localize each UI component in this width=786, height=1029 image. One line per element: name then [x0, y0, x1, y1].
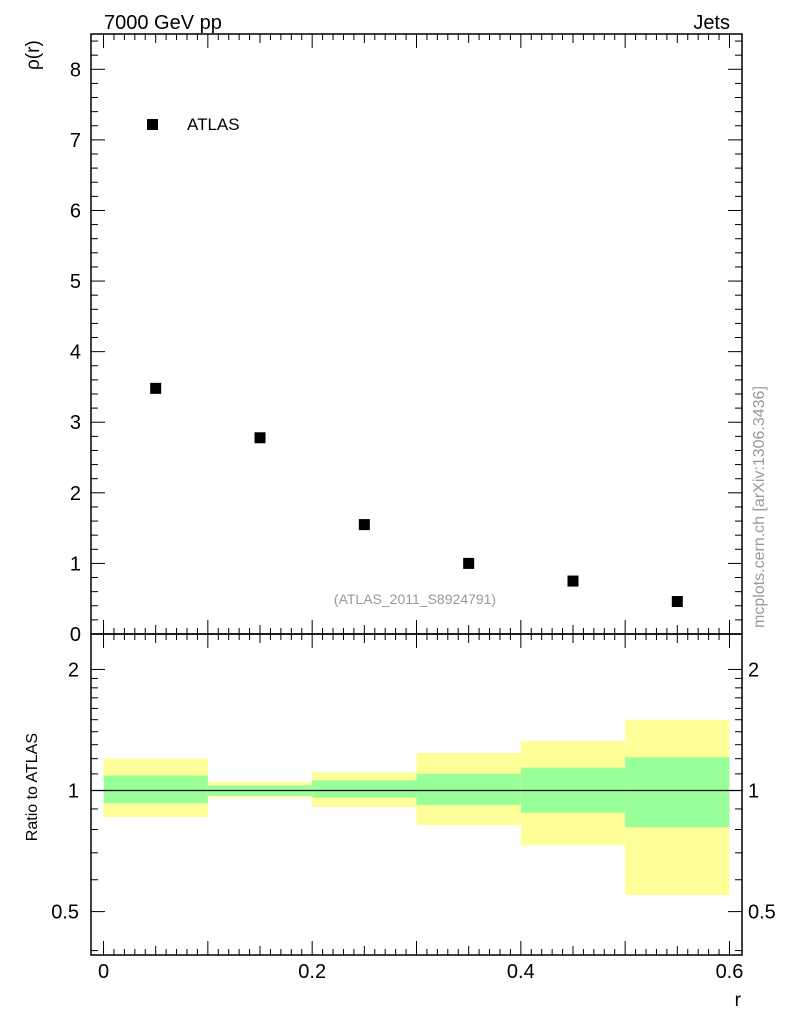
analysis-tag: (ATLAS_2011_S8924791) [334, 591, 496, 607]
data-point [358, 519, 370, 531]
ratio-ytick-label-left: 1 [68, 781, 79, 803]
main-ytick-label: 4 [70, 342, 81, 364]
legend-marker [147, 119, 158, 130]
ratio-ytick-label-right: 1 [748, 781, 759, 803]
ratio-y-axis-label: Ratio to ATLAS [24, 733, 41, 841]
process-title: Jets [693, 12, 730, 34]
data-point [567, 575, 579, 587]
main-ytick-label: 1 [70, 553, 81, 575]
legend-label: ATLAS [187, 115, 240, 134]
ratio-xtick-label: 0.4 [507, 961, 535, 983]
main-ytick-label: 8 [70, 59, 81, 81]
ratio-ytick-label-right: 2 [748, 659, 759, 681]
source-credit: mcplots.cern.ch [arXiv:1306.3436] [751, 386, 768, 628]
data-point [254, 432, 266, 444]
ratio-inner-band [625, 757, 730, 828]
ratio-xtick-label: 0 [98, 961, 109, 983]
ratio-inner-band [312, 780, 417, 798]
main-ytick-label: 3 [70, 412, 81, 434]
ratio-inner-band [416, 773, 521, 806]
main-panel: 0 1 2 3 4 5 6 7 8 ρ(r) ATLAS (ATLAS_2011_S892479… [23, 33, 743, 646]
ratio-panel: 0.5 0.5 1 1 2 2 0 0.2 0.4 0.6 Ratio to ATLAS r [24, 633, 776, 1011]
main-ytick-label: 5 [70, 271, 81, 293]
ratio-ytick-label-left: 2 [68, 659, 79, 681]
ratio-ytick-label-right: 0.5 [748, 902, 776, 924]
ratio-xtick-label: 0.2 [298, 961, 326, 983]
ratio-xtick-label: 0.6 [716, 961, 744, 983]
ratio-inner-band [103, 775, 208, 804]
main-ytick-label: 7 [70, 130, 81, 152]
energy-title: 7000 GeV pp [104, 12, 222, 34]
data-point [463, 557, 475, 569]
x-axis-label: r [735, 990, 742, 1011]
main-ytick-label: 6 [70, 200, 81, 222]
ratio-ytick-label-left: 0.5 [51, 902, 79, 924]
main-ytick-label: 0 [70, 624, 81, 646]
ratio-frame [90, 633, 743, 956]
main-ytick-label: 2 [70, 483, 81, 505]
main-y-axis-label: ρ(r) [23, 40, 44, 70]
data-point [150, 382, 162, 394]
data-point [671, 596, 683, 608]
